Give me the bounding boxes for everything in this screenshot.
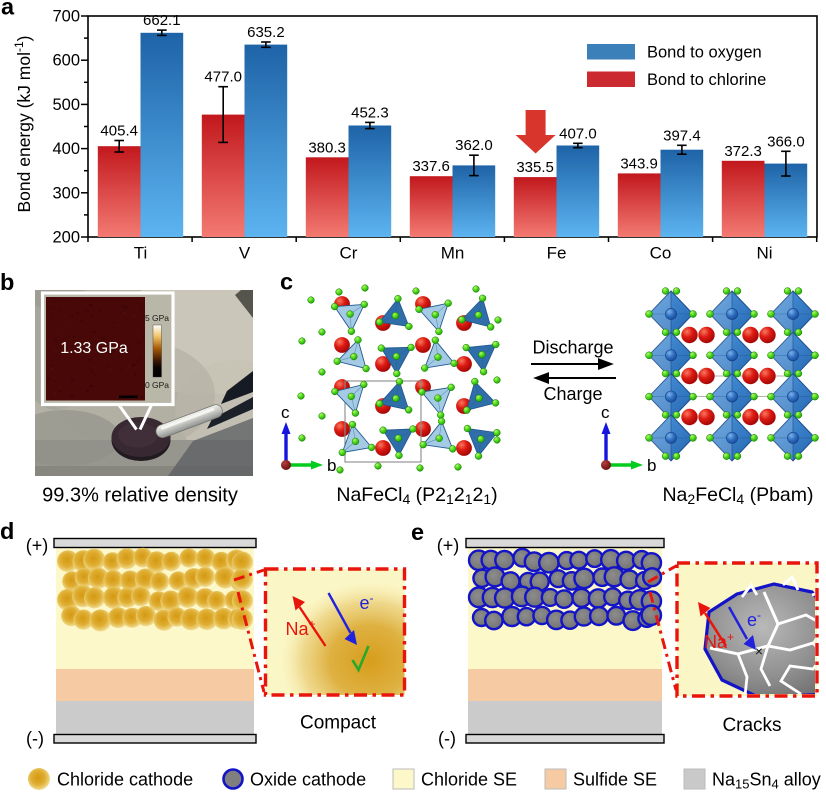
svg-text:Na+: Na+ [704, 630, 734, 652]
svg-text:366.0: 366.0 [767, 133, 805, 150]
svg-text:Mn: Mn [441, 244, 465, 263]
svg-text:c: c [601, 403, 610, 422]
svg-text:Fe: Fe [547, 244, 567, 263]
svg-text:372.3: 372.3 [724, 143, 762, 160]
svg-text:Bond energy (kJ mol-1): Bond energy (kJ mol-1) [12, 36, 34, 213]
svg-text:0 GPa: 0 GPa [145, 380, 169, 390]
svg-text:V: V [239, 244, 251, 263]
svg-text:452.3: 452.3 [351, 104, 389, 121]
svg-text:Sulfide SE: Sulfide SE [573, 770, 657, 790]
svg-text:99.3% relative density: 99.3% relative density [42, 485, 238, 507]
svg-text:Na15Sn4 alloy: Na15Sn4 alloy [712, 770, 821, 792]
svg-text:405.4: 405.4 [100, 123, 138, 140]
svg-text:635.2: 635.2 [247, 24, 285, 41]
svg-text:(-): (-) [438, 729, 456, 749]
svg-text:362.0: 362.0 [455, 137, 493, 154]
svg-text:200: 200 [52, 229, 80, 247]
svg-text:Cr: Cr [340, 244, 358, 263]
svg-text:300: 300 [52, 184, 80, 202]
svg-text:c: c [281, 403, 290, 422]
svg-text:400: 400 [52, 140, 80, 158]
svg-text:5 GPa: 5 GPa [145, 313, 169, 323]
svg-text:700: 700 [52, 8, 80, 26]
svg-text:Cracks: Cracks [722, 715, 781, 736]
svg-text:Compact: Compact [300, 713, 377, 734]
svg-text:c: c [280, 269, 293, 295]
svg-text:Chloride SE: Chloride SE [421, 770, 517, 790]
svg-text:Bond to oxygen: Bond to oxygen [647, 44, 762, 62]
svg-text:Bond to chlorine: Bond to chlorine [647, 71, 766, 89]
svg-text:Co: Co [650, 244, 672, 263]
svg-text:343.9: 343.9 [620, 155, 658, 172]
svg-text:b: b [647, 456, 656, 475]
svg-text:500: 500 [52, 96, 80, 114]
svg-text:380.3: 380.3 [308, 139, 346, 156]
svg-text:397.4: 397.4 [663, 127, 701, 144]
svg-text:662.1: 662.1 [143, 12, 181, 29]
svg-text:a: a [1, 0, 15, 20]
svg-text:407.0: 407.0 [559, 125, 597, 142]
svg-text:Discharge: Discharge [532, 338, 613, 358]
svg-text:Ti: Ti [134, 244, 148, 263]
svg-text:b: b [327, 456, 336, 475]
svg-text:Na+: Na+ [285, 617, 315, 639]
svg-text:337.6: 337.6 [412, 158, 450, 175]
svg-text:Charge: Charge [543, 384, 602, 404]
svg-text:e: e [411, 519, 424, 545]
svg-text:(-): (-) [26, 729, 44, 749]
svg-text:×: × [755, 644, 763, 659]
svg-text:Oxide cathode: Oxide cathode [250, 770, 366, 790]
svg-text:(+): (+) [26, 536, 49, 556]
svg-text:b: b [0, 269, 14, 295]
svg-text:(+): (+) [437, 536, 460, 556]
svg-text:Na2FeCl4 (Pbam): Na2FeCl4 (Pbam) [662, 484, 813, 507]
svg-text:600: 600 [52, 52, 80, 70]
svg-text:NaFeCl4 (P212121): NaFeCl4 (P212121) [336, 484, 497, 507]
svg-text:335.5: 335.5 [516, 159, 554, 176]
svg-text:Ni: Ni [756, 244, 772, 263]
svg-text:d: d [0, 518, 14, 544]
svg-text:477.0: 477.0 [204, 69, 242, 86]
svg-text:1.33 GPa: 1.33 GPa [60, 340, 128, 357]
svg-text:Chloride cathode: Chloride cathode [57, 770, 193, 790]
